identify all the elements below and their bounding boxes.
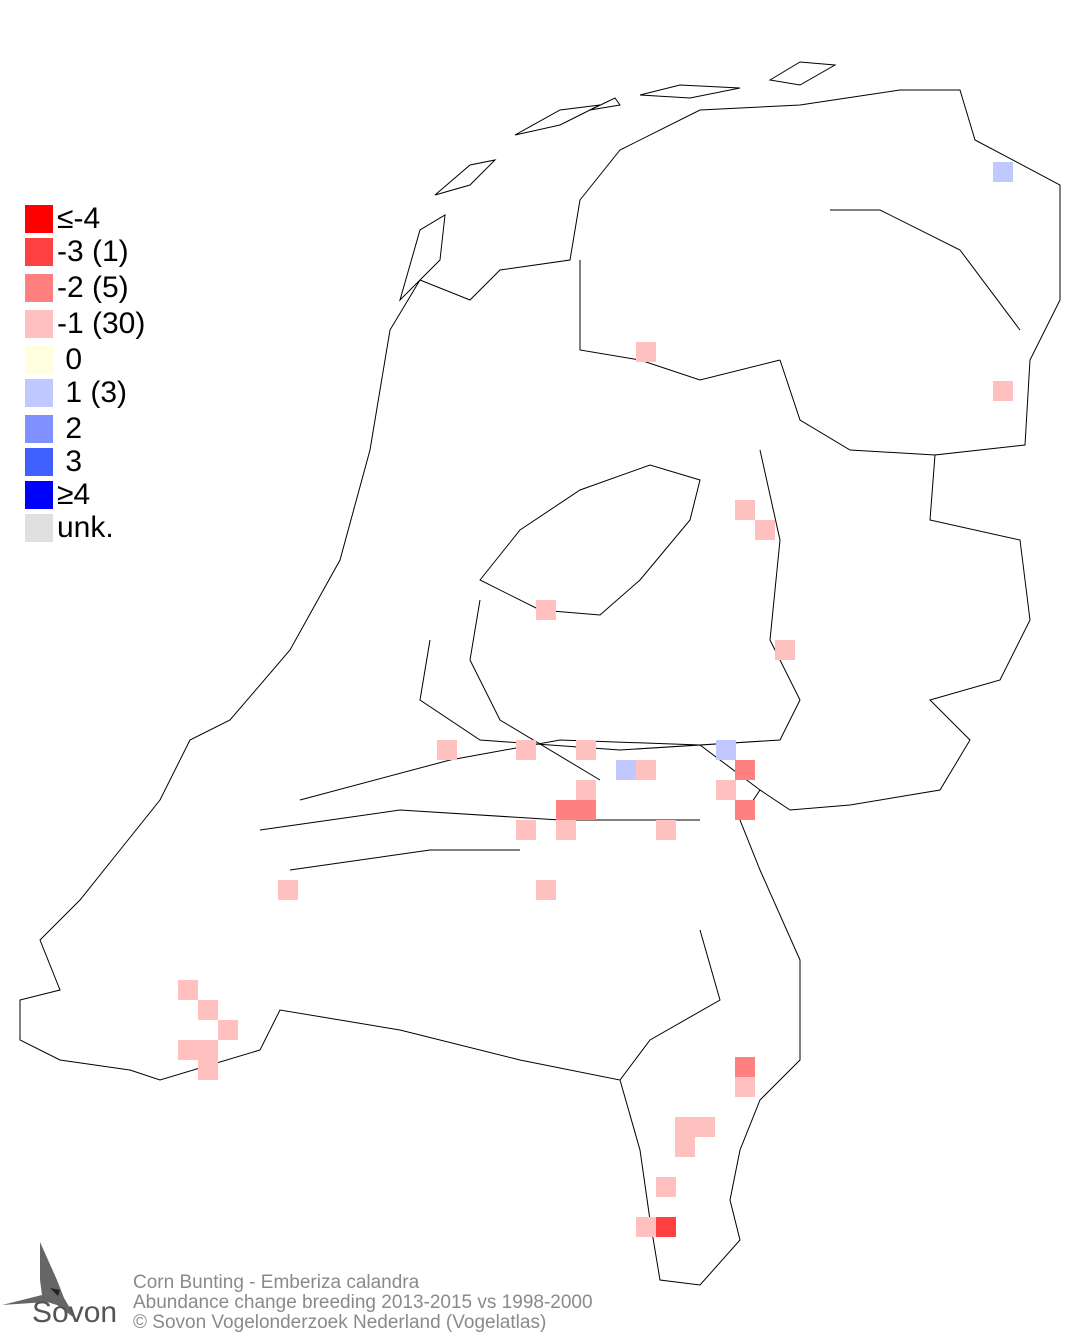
legend-label: -1 (30) [57, 307, 146, 340]
legend-swatch [25, 481, 53, 509]
legend-swatch [25, 346, 53, 374]
grid-cell [735, 1077, 755, 1097]
grid-cell [536, 880, 556, 900]
island [514, 104, 601, 136]
legend-swatch [25, 379, 53, 407]
grid-cell [516, 820, 536, 840]
legend-item: -1 (30) [25, 307, 146, 340]
grid-cell [516, 740, 536, 760]
legend-swatch [25, 514, 53, 542]
grid-cell [675, 1137, 695, 1157]
legend-item: -3 (1) [25, 235, 129, 268]
legend-label: ≥4 [57, 478, 91, 511]
grid-cell [178, 980, 198, 1000]
legend-swatch [25, 310, 53, 338]
legend-swatch [25, 448, 53, 476]
grid-cell [636, 1217, 656, 1237]
grid-cell [198, 1060, 218, 1080]
island [768, 61, 837, 86]
grid-cell [675, 1117, 695, 1137]
grid-cell [636, 342, 656, 362]
legend-item: 2 [25, 412, 83, 445]
grid-cell [556, 800, 576, 820]
grid-cell [755, 520, 775, 540]
map-subtitle: Abundance change breeding 2013-2015 vs 1… [133, 1292, 593, 1313]
legend-item: 0 [25, 343, 83, 376]
grid-cell [656, 820, 676, 840]
grid-cell [437, 740, 457, 760]
island [434, 159, 497, 196]
legend-swatch [25, 238, 53, 266]
grid-cell [218, 1020, 238, 1040]
grid-cell [198, 1000, 218, 1020]
copyright: © Sovon Vogelonderzoek Nederland (Vogela… [133, 1312, 547, 1333]
legend-label: unk. [57, 511, 114, 544]
grid-cell [616, 760, 636, 780]
legend-item: unk. [25, 511, 114, 544]
grid-cell [278, 880, 298, 900]
grid-cell [775, 640, 795, 660]
legend-item: -2 (5) [25, 271, 129, 304]
legend-label: 2 [57, 412, 83, 445]
species-name: Corn Bunting - Emberiza calandra [133, 1272, 420, 1293]
island [639, 84, 741, 99]
legend-label: 0 [57, 343, 83, 376]
legend-label: -3 (1) [57, 235, 129, 268]
grid-cell [695, 1117, 715, 1137]
map-caption: Corn Bunting - Emberiza calandra Abundan… [133, 1273, 593, 1333]
grid-cell [198, 1040, 218, 1060]
legend-label: 1 (3) [57, 376, 128, 409]
legend-swatch [25, 274, 53, 302]
grid-cell [178, 1040, 198, 1060]
grid-cell [536, 600, 556, 620]
grid-cell [556, 820, 576, 840]
grid-cell [656, 1217, 676, 1237]
legend-swatch [25, 415, 53, 443]
grid-cell [716, 740, 736, 760]
legend-label: ≤-4 [57, 202, 101, 235]
grid-cell [735, 760, 755, 780]
legend-item: 3 [25, 445, 83, 478]
island [589, 97, 621, 111]
legend-item: 1 (3) [25, 376, 128, 409]
legend-label: 3 [57, 445, 83, 478]
logo-text: Sovon [32, 1296, 118, 1329]
lake-ijsselmeer [479, 464, 701, 616]
grid-cell [656, 1177, 676, 1197]
grid-cell [576, 800, 596, 820]
grid-cell [576, 740, 596, 760]
country-outline [19, 89, 1061, 1286]
legend-swatch [25, 205, 53, 233]
grid-cell [735, 800, 755, 820]
legend-item: ≤-4 [25, 202, 101, 235]
grid-cell [735, 1057, 755, 1077]
legend-label: -2 (5) [57, 271, 129, 304]
grid-cell [576, 780, 596, 800]
grid-cell [716, 780, 736, 800]
grid-cell [735, 500, 755, 520]
grid-cell [636, 760, 656, 780]
grid-cell [993, 162, 1013, 182]
grid-cell [993, 381, 1013, 401]
sovon-swallow-logo [2, 1242, 77, 1320]
legend-item: ≥4 [25, 478, 91, 511]
island [398, 214, 446, 302]
